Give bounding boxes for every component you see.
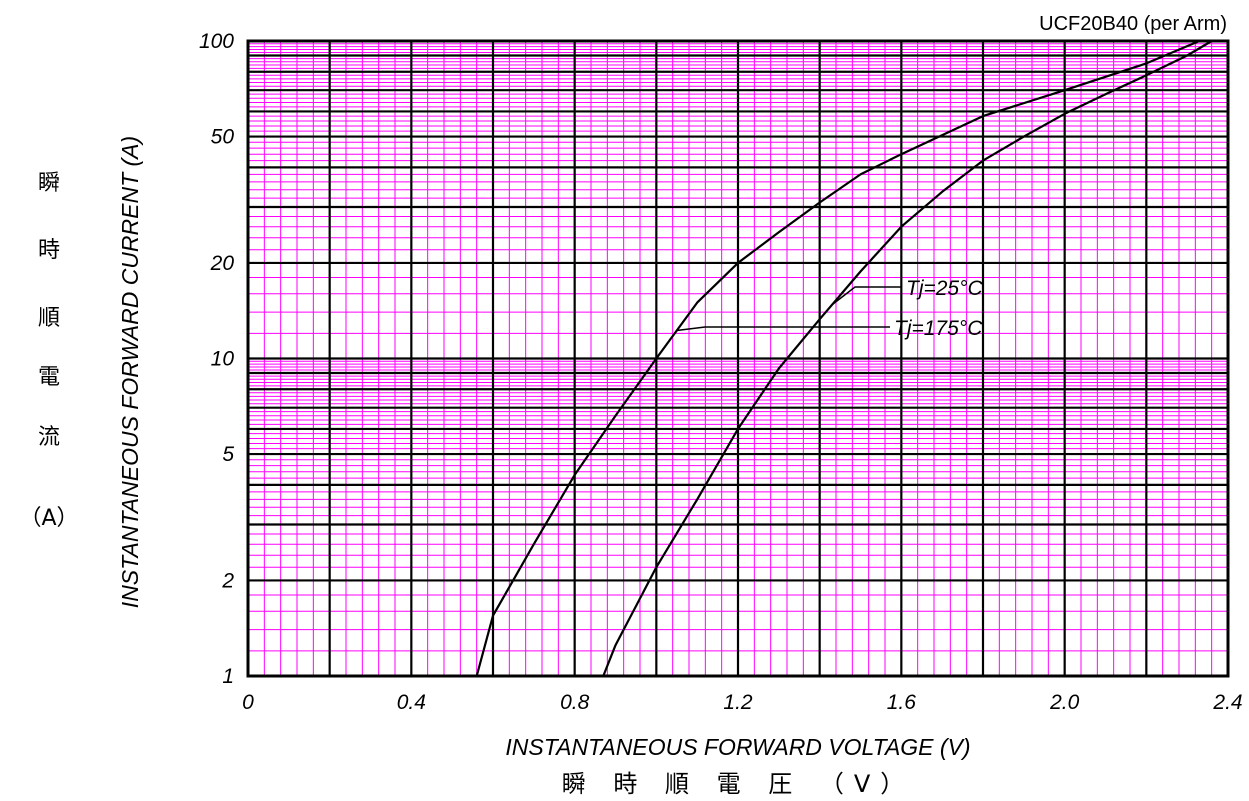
y-axis-label: INSTANTANEOUS FORWARD CURRENT (A) [117, 136, 143, 608]
x-axis-label-jp: 瞬 時 順 電 圧 （V） [562, 770, 915, 798]
x-tick-label: 2.4 [1212, 691, 1242, 714]
x-tick-label: 2.0 [1049, 691, 1080, 714]
series-line-tj-25c [602, 40, 1213, 677]
y-axis-label-jp-char: 流 [38, 425, 60, 450]
y-tick-label: 100 [199, 30, 234, 53]
y-axis-label-jp-char: 瞬 [38, 171, 60, 196]
y-axis-label-jp-char: 時 [38, 238, 60, 263]
annotation-leader [831, 286, 902, 306]
chart-title: UCF20B40 (per Arm) [1039, 13, 1227, 35]
y-axis-label-jp-char: 電 [38, 365, 60, 390]
tick-labels: 0 0.4 0.8 1.2 1.6 2.0 2.4 1 2 5 10 20 50 100 [199, 30, 1243, 714]
x-tick-label: 0 [242, 691, 254, 714]
annotation-leader [676, 326, 890, 332]
x-tick-label: 1.2 [723, 691, 753, 714]
y-axis-label-jp-char: （A） [19, 506, 78, 531]
x-tick-label: 0.8 [560, 691, 590, 714]
y-axis-label-jp-char: 順 [38, 306, 60, 331]
annotation-leaders: Tj=25°C Tj=175°C [676, 277, 984, 340]
major-grid [246, 39, 1230, 678]
y-tick-label: 20 [210, 252, 235, 275]
x-axis-label: INSTANTANEOUS FORWARD VOLTAGE (V) [505, 734, 970, 760]
annotation-label: Tj=25°C [906, 277, 984, 300]
y-tick-label: 1 [222, 665, 234, 688]
series-line-tj-175c [475, 39, 1200, 677]
y-tick-label: 10 [211, 348, 235, 371]
y-tick-label: 5 [222, 443, 234, 466]
annotation-label: Tj=175°C [894, 317, 983, 340]
y-tick-label: 2 [221, 569, 234, 592]
plot-frame [246, 39, 1230, 678]
curves [475, 39, 1213, 677]
x-tick-label: 0.4 [397, 691, 426, 714]
y-tick-label: 50 [211, 126, 235, 149]
x-tick-label: 1.6 [887, 691, 917, 714]
